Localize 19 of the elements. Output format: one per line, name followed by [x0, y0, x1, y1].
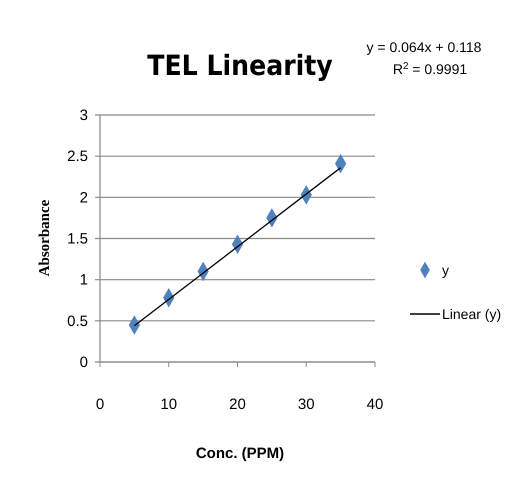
chart-title: TEL Linearity: [147, 49, 333, 82]
y-tick-label: 0.5: [67, 312, 88, 330]
text: y = 0.064x + 0.118: [366, 39, 482, 55]
y-tick-label: 0: [80, 354, 88, 371]
y-tick-label: 2: [80, 189, 88, 206]
y-axis-title: Absorbance: [37, 199, 53, 276]
legend-label: Linear (y): [442, 306, 502, 322]
x-tick-label: 30: [298, 396, 315, 413]
y-tick-label: 2.5: [67, 148, 88, 166]
text: R$^{2}$ = 0.9991: [392, 60, 468, 77]
x-tick-label: 20: [229, 396, 246, 413]
y-tick-label: 3: [80, 107, 88, 124]
x-tick-label: 10: [160, 396, 178, 413]
x-tick-label: 40: [366, 396, 384, 413]
legend-label: y: [442, 262, 449, 278]
x-tick-label: 0: [96, 396, 104, 413]
y-tick-label: 1: [80, 272, 88, 289]
y-tick-label: 1.5: [67, 230, 88, 248]
x-axis-title: Conc. (PPM): [196, 445, 284, 462]
